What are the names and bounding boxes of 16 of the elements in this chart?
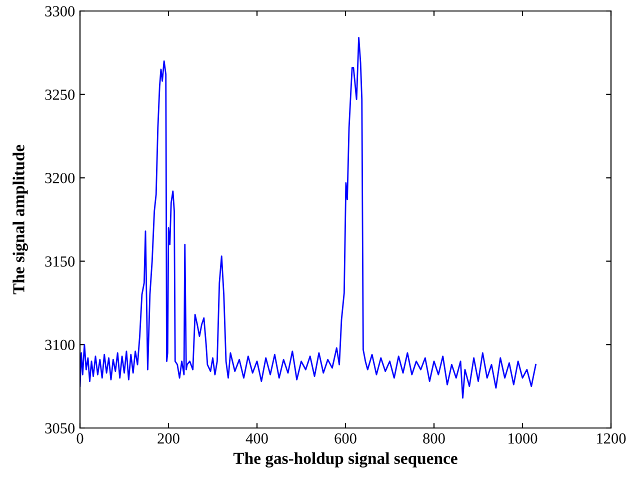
y-axis-title: The signal amplitude: [12, 144, 28, 294]
x-tick-label: 1000: [508, 433, 538, 444]
x-axis-title: The gas-holdup signal sequence: [233, 452, 458, 468]
x-tick-label: 400: [246, 433, 268, 444]
x-tick-label: 600: [334, 433, 356, 444]
line-series: [80, 36, 536, 399]
y-tick-label: 3250: [45, 90, 75, 100]
y-tick-label: 3150: [45, 256, 75, 267]
x-tick-label: 1200: [597, 433, 626, 444]
y-tick-label: 3300: [45, 6, 75, 16]
x-tick-label: 0: [76, 433, 84, 444]
y-tick-label: 3200: [45, 172, 75, 184]
x-tick-label: 800: [423, 433, 445, 444]
x-tick-label: 200: [158, 433, 180, 444]
y-tick-label: 3100: [45, 340, 75, 350]
y-tick-label: 3050: [45, 423, 75, 434]
